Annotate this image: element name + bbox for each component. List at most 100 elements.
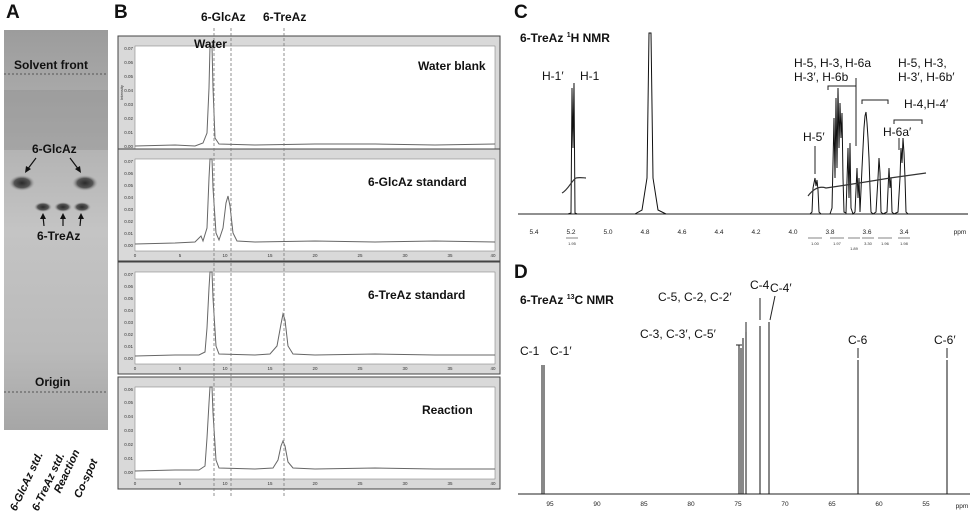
svg-text:5: 5 — [179, 253, 182, 258]
svg-text:0.07: 0.07 — [124, 46, 133, 51]
svg-text:0.02: 0.02 — [124, 219, 133, 224]
spot-label-glcaz: 6-GlcAz — [32, 142, 77, 156]
trace-glcaz-line — [134, 158, 496, 245]
svg-text:0.06: 0.06 — [124, 387, 133, 392]
bracket-grp2 — [861, 99, 889, 104]
svg-text:35: 35 — [447, 253, 453, 258]
annot-h5p: H-5′ — [803, 130, 825, 144]
trace-reaction-line — [134, 386, 495, 472]
annot-c1: C-1 — [520, 344, 540, 358]
water-label: Water — [194, 37, 227, 51]
annot-c6: C-6 — [848, 333, 868, 347]
svg-text:4.6: 4.6 — [677, 229, 686, 236]
svg-text:0.03: 0.03 — [124, 207, 133, 212]
trace-title-treaz-standard: 6-TreAz standard — [368, 288, 466, 302]
annot-grp1-line1: H-5, H-3, — [794, 56, 843, 70]
annot-h6ap: H-6a′ — [883, 125, 912, 139]
svg-text:1.00: 1.00 — [811, 241, 820, 246]
integral-cluster — [807, 172, 927, 197]
spot-glcaz-lane1 — [9, 175, 35, 191]
svg-text:0.06: 0.06 — [124, 171, 133, 176]
peak-h1 — [567, 82, 578, 215]
svg-text:0.02: 0.02 — [124, 442, 133, 447]
peak-h5p — [809, 177, 822, 215]
svg-text:0: 0 — [134, 481, 137, 486]
svg-text:5: 5 — [179, 481, 182, 486]
svg-text:0.01: 0.01 — [124, 344, 133, 349]
svg-text:40: 40 — [490, 481, 496, 486]
annot-c4: C-4 — [750, 278, 770, 292]
svg-text:Intensity: Intensity — [119, 85, 124, 100]
trace1-yaxis: 0.07 0.06 0.05 0.04 0.03 0.02 0.01 0.00 — [124, 46, 133, 149]
panel-a-label: A — [6, 2, 20, 23]
svg-text:4.4: 4.4 — [714, 229, 723, 236]
svg-text:75: 75 — [734, 501, 742, 508]
svg-text:0.00: 0.00 — [124, 470, 133, 475]
annot-c6p: C-6′ — [934, 333, 956, 347]
svg-text:55: 55 — [922, 501, 930, 508]
svg-text:5.0: 5.0 — [603, 229, 612, 236]
panel-b-label: B — [114, 2, 128, 23]
svg-text:3.8: 3.8 — [825, 229, 834, 236]
svg-text:0.03: 0.03 — [124, 102, 133, 107]
svg-text:25: 25 — [357, 481, 363, 486]
solvent-front-label: Solvent front — [14, 58, 88, 72]
svg-text:30: 30 — [402, 366, 408, 371]
trace-panel-treaz-standard: 0.07 0.06 0.05 0.04 0.03 0.02 0.01 0.00 … — [117, 261, 501, 375]
svg-text:10: 10 — [222, 253, 228, 258]
spot-treaz-lane2 — [34, 202, 52, 212]
svg-text:20: 20 — [312, 481, 318, 486]
trace-water-blank-line — [134, 45, 496, 147]
svg-text:0.05: 0.05 — [124, 74, 133, 79]
svg-text:0.02: 0.02 — [124, 332, 133, 337]
peak-water — [634, 32, 667, 215]
marker-glcaz: 6-GlcAz — [201, 10, 246, 24]
svg-text:0.04: 0.04 — [124, 195, 133, 200]
trace-panel-water-blank: 0.07 0.06 0.05 0.04 0.03 0.02 0.01 0.00 … — [117, 35, 501, 165]
svg-text:0.05: 0.05 — [124, 183, 133, 188]
svg-text:1.89: 1.89 — [850, 246, 859, 251]
svg-text:0.02: 0.02 — [124, 116, 133, 121]
svg-text:1.95: 1.95 — [568, 241, 577, 246]
h-nmr-spectrum: 5.4 5.2 5.0 4.8 4.6 4.4 4.2 4.0 3.8 3.6 … — [518, 32, 968, 251]
trace-title-glcaz-standard: 6-GlcAz standard — [368, 175, 467, 189]
svg-text:20: 20 — [312, 366, 318, 371]
annot-h1p: H-1′ — [542, 69, 564, 83]
annot-c1p: C-1′ — [550, 344, 572, 358]
svg-text:35: 35 — [447, 366, 453, 371]
svg-text:5.4: 5.4 — [529, 229, 538, 236]
svg-text:0: 0 — [134, 366, 137, 371]
trace-title-reaction: Reaction — [422, 403, 473, 417]
h-nmr-title: 6-TreAz 1H NMR — [520, 31, 610, 45]
svg-text:0.07: 0.07 — [124, 272, 133, 277]
c-nmr-title: 6-TreAz 13C NMR — [520, 293, 614, 307]
svg-text:5: 5 — [179, 366, 182, 371]
svg-text:40: 40 — [490, 253, 496, 258]
svg-text:15: 15 — [267, 253, 273, 258]
annot-grp2-line2: H-3′, H-6b′ — [898, 70, 955, 84]
svg-text:3.6: 3.6 — [862, 229, 871, 236]
svg-text:3.30: 3.30 — [864, 241, 873, 246]
trace-panel-glcaz-standard: 0.07 0.06 0.05 0.04 0.03 0.02 0.01 0.00 … — [117, 148, 501, 262]
marker-treaz: 6-TreAz — [263, 10, 307, 24]
svg-text:0.06: 0.06 — [124, 60, 133, 65]
svg-text:0.05: 0.05 — [124, 296, 133, 301]
svg-text:30: 30 — [402, 481, 408, 486]
svg-text:40: 40 — [490, 366, 496, 371]
annot-grp1-line2: H-3′, H-6b — [794, 70, 849, 84]
svg-text:5.2: 5.2 — [566, 229, 575, 236]
svg-text:4.8: 4.8 — [640, 229, 649, 236]
bracket-grp1 — [827, 85, 857, 90]
svg-text:70: 70 — [781, 501, 789, 508]
svg-text:4.2: 4.2 — [751, 229, 760, 236]
svg-text:0.06: 0.06 — [124, 284, 133, 289]
svg-text:ppm: ppm — [954, 229, 967, 236]
h-nmr-integrals: 1.95 1.00 1.97 1.89 3.30 1.96 1.98 — [566, 237, 910, 251]
hplc-figure: 0.07 0.06 0.05 0.04 0.03 0.02 0.01 0.00 … — [117, 28, 501, 498]
svg-text:10: 10 — [222, 366, 228, 371]
svg-text:80: 80 — [687, 501, 695, 508]
spot-label-treaz: 6-TreAz — [37, 229, 81, 243]
c-nmr-spectrum: 95 90 85 80 75 70 65 60 55 ppm — [518, 295, 970, 510]
svg-text:95: 95 — [546, 501, 554, 508]
svg-text:3.4: 3.4 — [899, 229, 908, 236]
